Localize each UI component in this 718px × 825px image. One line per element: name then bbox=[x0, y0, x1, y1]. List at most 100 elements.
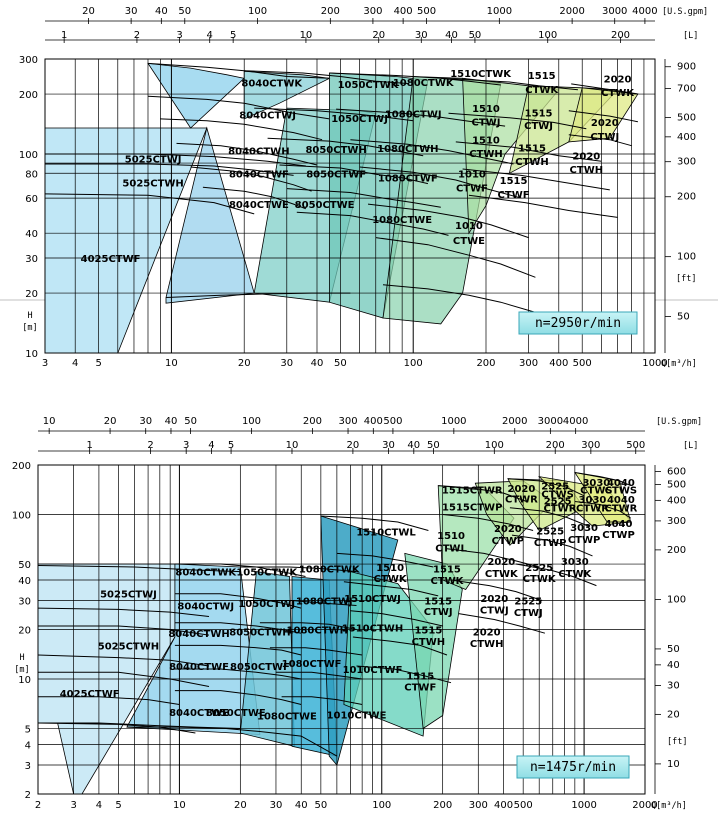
ft-tick-label: 40 bbox=[667, 660, 680, 671]
model-label: 3030 bbox=[570, 523, 598, 534]
x-tick-label: 200 bbox=[476, 358, 495, 369]
impeller-curve-8 bbox=[37, 565, 241, 573]
x-tick-label: 1000 bbox=[642, 358, 667, 369]
ft-tick-label: 200 bbox=[677, 192, 696, 203]
y-tick-label: 30 bbox=[18, 597, 31, 608]
ft-tick-label: 10 bbox=[667, 759, 680, 770]
model-label: 1080CTWJ bbox=[385, 109, 442, 120]
y-tick-label: 80 bbox=[25, 169, 38, 180]
impeller-curve-2 bbox=[45, 163, 294, 176]
model-label: 1080CTWK bbox=[393, 78, 455, 89]
model-label: 2020 bbox=[487, 557, 515, 568]
x-tick-label: 10 bbox=[165, 358, 178, 369]
gpm-tick-label: 50 bbox=[184, 416, 197, 427]
model-labels: 5025CTWJ 5025CTWH 4025CTWF 8040CTWK 8040CTWJ… bbox=[81, 69, 636, 265]
model-label: CTWP bbox=[568, 535, 601, 546]
model-label: 8040CTWE bbox=[229, 200, 289, 211]
chart-2: 5025CTWJ5025CTWH4025CTWF8040CTWK8040CTWJ… bbox=[12, 416, 702, 811]
lps-tick-label: 5 bbox=[230, 30, 236, 41]
impeller-curve-28 bbox=[438, 485, 527, 502]
model-label: 1515CTWP bbox=[442, 502, 502, 513]
x-tick-label: 4 bbox=[96, 800, 102, 811]
x-tick-label: 1000 bbox=[571, 800, 596, 811]
impeller-curve-29 bbox=[442, 514, 534, 531]
family-region-7 bbox=[404, 552, 463, 730]
x-tick-label: 300 bbox=[469, 800, 488, 811]
model-label: 8050CTWE bbox=[206, 708, 266, 719]
impeller-curve-1 bbox=[44, 193, 255, 215]
lps-tick-label: 40 bbox=[407, 440, 420, 451]
x-tick-label: 40 bbox=[295, 800, 308, 811]
impeller-curve-29 bbox=[571, 83, 638, 95]
x-tick-label: 2000 bbox=[632, 800, 657, 811]
x-tick-label: 2 bbox=[35, 800, 41, 811]
x-axis-label: Q[m³/h] bbox=[661, 359, 697, 369]
x-tick-label: 3 bbox=[42, 358, 48, 369]
liter-unit-label: [L] bbox=[683, 441, 698, 451]
model-label: CTWR bbox=[544, 504, 577, 515]
gpm-tick-label: 100 bbox=[248, 6, 267, 17]
model-label: CTWH bbox=[470, 639, 504, 650]
model-label: 1515 bbox=[424, 597, 452, 608]
impeller-curve-35 bbox=[511, 534, 593, 557]
y-tick-label: 20 bbox=[18, 626, 31, 637]
gpm-unit-label: [U.S.gpm] bbox=[656, 417, 702, 427]
x-tick-label: 400 bbox=[494, 800, 513, 811]
top-scales: 10 20 30 40 50 100 200 300 400 500 1000 2000 3000 400… bbox=[38, 416, 702, 454]
speed-badge: n=2950r/min bbox=[518, 311, 638, 335]
model-label: 1010CTWE bbox=[327, 710, 387, 721]
impeller-curve-7 bbox=[37, 607, 210, 617]
model-label: 5025CTWJ bbox=[100, 590, 157, 601]
ft-tick-label: 400 bbox=[667, 495, 686, 506]
gpm-tick-label: 400 bbox=[364, 416, 383, 427]
lps-tick-label: 3 bbox=[176, 30, 182, 41]
gpm-tick-label: 100 bbox=[242, 416, 261, 427]
y-axis-label: H bbox=[27, 311, 32, 321]
model-label: CTWH bbox=[515, 157, 549, 168]
model-label: CTWK bbox=[523, 574, 557, 585]
impeller-curve-23 bbox=[336, 552, 434, 568]
model-label: CTWK bbox=[485, 569, 519, 580]
model-label: CTWJ bbox=[524, 121, 553, 132]
y-tick-label: 3 bbox=[25, 761, 31, 772]
impeller-curve-32 bbox=[458, 613, 546, 634]
model-label: CTWK bbox=[525, 85, 559, 96]
impeller-curve-19 bbox=[269, 647, 363, 656]
gpm-unit-label: [U.S.gpm] bbox=[662, 7, 708, 17]
gpm-tick-label: 200 bbox=[321, 6, 340, 17]
ft-axis-label: [ft] bbox=[667, 737, 687, 747]
model-label: 1515 bbox=[414, 626, 442, 637]
model-label: 8050CTWH bbox=[229, 627, 290, 638]
gpm-tick-label: 20 bbox=[104, 416, 117, 427]
lps-tick-label: 4 bbox=[207, 30, 213, 41]
model-label: 1080CTWF bbox=[282, 659, 342, 670]
y-tick-label: 2 bbox=[25, 790, 31, 801]
lps-tick-label: 100 bbox=[485, 440, 504, 451]
y-tick-label: 10 bbox=[25, 349, 38, 360]
impeller-curve-11 bbox=[244, 70, 408, 84]
ft-tick-label: 500 bbox=[667, 479, 686, 490]
model-label: CTWE bbox=[453, 236, 485, 247]
impeller-curves bbox=[37, 472, 631, 757]
model-label: 1080CTWF bbox=[378, 174, 438, 185]
x-axis-ticks: 2 3 4 5 10 20 30 40 50 100 200 300 400 500 1000 2000 bbox=[35, 800, 658, 811]
model-label: 2020 bbox=[494, 524, 522, 535]
gpm-tick-label: 2000 bbox=[559, 6, 584, 17]
impeller-curve-18 bbox=[259, 622, 357, 630]
model-label: 1515 bbox=[525, 108, 553, 119]
y-tick-label: 200 bbox=[12, 461, 31, 472]
model-label: CTWR bbox=[604, 504, 637, 515]
x-tick-label: 500 bbox=[573, 358, 592, 369]
impeller-curve-22 bbox=[320, 515, 429, 531]
grid bbox=[44, 59, 656, 354]
x-tick-label: 3 bbox=[70, 800, 76, 811]
x-tick-label: 5 bbox=[115, 800, 121, 811]
ft-tick-label: 200 bbox=[667, 545, 686, 556]
ft-tick-label: 30 bbox=[667, 680, 680, 691]
model-label: CTWJ bbox=[424, 607, 453, 618]
gpm-tick-label: 1000 bbox=[441, 416, 466, 427]
gpm-tick-label: 4000 bbox=[632, 6, 657, 17]
y-tick-label: 200 bbox=[19, 90, 38, 101]
lps-tick-label: 500 bbox=[626, 440, 645, 451]
model-label: 5025CTWH bbox=[98, 641, 159, 652]
